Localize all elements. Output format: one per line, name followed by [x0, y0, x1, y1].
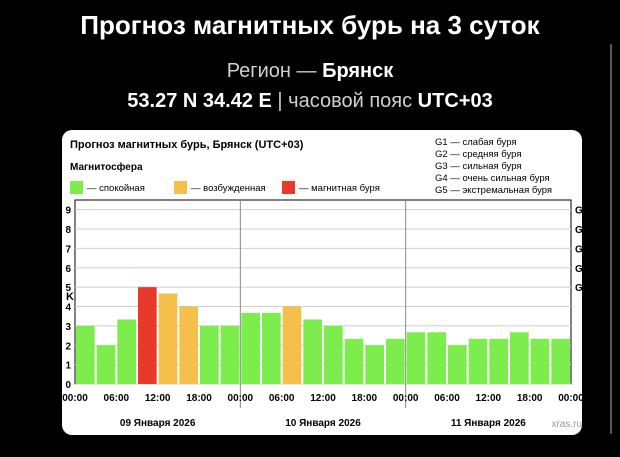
x-tick-label-1: 06:00 — [104, 393, 130, 404]
x-tick-label-6: 12:00 — [310, 393, 336, 404]
scrollbar[interactable] — [610, 44, 612, 434]
bar-22 — [530, 338, 550, 384]
storm-scale-item-1: G2 — средняя буря — [435, 149, 521, 160]
tz-label: часовой пояс — [288, 90, 413, 112]
y-tick-label-3: 3 — [65, 322, 71, 333]
bar-16 — [406, 332, 426, 384]
y-tick-label-1: 1 — [65, 361, 71, 372]
y-tick-label-7: 7 — [65, 244, 71, 255]
legend-title: Магнитосфера — [70, 161, 143, 173]
x-tick-label-12: 00:00 — [558, 393, 582, 404]
bar-6 — [200, 325, 219, 384]
y-tick-label-9: 9 — [65, 206, 71, 217]
x-tick-label-5: 06:00 — [269, 393, 295, 404]
x-tick-label-2: 12:00 — [145, 393, 171, 404]
g-tick-label-3: G4 — [575, 225, 582, 236]
bar-1 — [96, 345, 116, 384]
storm-scale-item-0: G1 — слабая буря — [435, 137, 517, 148]
bar-23 — [551, 338, 570, 384]
bar-7 — [220, 325, 240, 384]
g-tick-label-2: G3 — [575, 244, 582, 255]
storm-scale-item-2: G3 — сильная буря — [435, 161, 522, 172]
y-tick-label-8: 8 — [65, 225, 71, 236]
bar-8 — [241, 312, 260, 384]
bar-2 — [117, 319, 136, 384]
bar-18 — [448, 345, 467, 384]
legend-swatch-2 — [282, 181, 295, 194]
bar-10 — [282, 306, 302, 384]
region-label: Регион — — [226, 60, 317, 82]
x-tick-label-10: 12:00 — [476, 393, 502, 404]
coords-line: 53.27 N 34.42 E | часовой пояс UTC+03 — [0, 90, 620, 113]
x-tick-label-11: 18:00 — [517, 393, 543, 404]
region-name: Брянск — [322, 60, 394, 82]
bar-14 — [365, 345, 384, 384]
g-tick-label-0: G1 — [575, 283, 582, 294]
g-tick-label-1: G2 — [575, 264, 582, 275]
bar-12 — [324, 325, 343, 384]
page-title: Прогноз магнитных бурь на 3 суток — [80, 10, 540, 40]
day-label-2: 11 Января 2026 — [451, 418, 526, 429]
legend-swatch-0 — [70, 181, 83, 194]
bar-4 — [158, 293, 178, 384]
x-tick-label-0: 00:00 — [62, 393, 88, 404]
storm-scale-item-4: G5 — экстремальная буря — [435, 185, 552, 196]
bar-20 — [489, 338, 508, 384]
bar-15 — [386, 338, 405, 384]
bar-13 — [344, 338, 364, 384]
coordinates: 53.27 N 34.42 E — [127, 90, 272, 112]
x-tick-label-4: 00:00 — [228, 393, 254, 404]
chart-title: Прогноз магнитных бурь, Брянск (UTC+03) — [70, 139, 304, 151]
bar-9 — [262, 312, 281, 384]
bar-5 — [179, 306, 198, 384]
bar-11 — [303, 319, 322, 384]
bar-3 — [138, 287, 157, 384]
bar-17 — [427, 332, 446, 384]
kp-chart: Прогноз магнитных бурь, Брянск (UTC+03) … — [62, 130, 589, 435]
y-tick-label-5: 5 — [65, 283, 71, 294]
separator: | — [277, 90, 283, 112]
region-line: Регион — Брянск — [0, 60, 620, 83]
day-label-1: 10 Января 2026 — [285, 418, 361, 429]
legend-label-1: — возбужденная — [191, 183, 266, 194]
legend-swatch-1 — [174, 181, 187, 194]
x-tick-label-9: 06:00 — [434, 393, 460, 404]
g-tick-label-4: G5 — [575, 206, 582, 217]
x-tick-label-3: 18:00 — [186, 393, 212, 404]
day-label-0: 09 Января 2026 — [120, 418, 196, 429]
storm-scale-item-3: G4 — очень сильная буря — [435, 173, 550, 184]
plot-frame — [74, 199, 572, 385]
bar-0 — [76, 325, 95, 384]
y-tick-label-2: 2 — [65, 341, 71, 352]
plot-area: 0 1 2 3 4 5 6 7 8 9 G1 G2 G3 G4 G5 00:00 06:00 12:00 18:00… — [62, 199, 589, 429]
tz-value: UTC+03 — [417, 90, 493, 112]
y-tick-label-4: 4 — [65, 303, 71, 314]
kp-chart-svg: Прогноз магнитных бурь, Брянск (UTC+03) … — [62, 130, 589, 435]
legend-label-2: — магнитная буря — [299, 183, 380, 194]
bar-19 — [468, 338, 488, 384]
y-tick-label-6: 6 — [65, 264, 71, 275]
watermark: xras.ru — [551, 419, 582, 430]
legend-label-0: — спокойная — [87, 183, 145, 194]
legend: — спокойная — возбужденная — магнитная бур… — [70, 181, 380, 194]
bar-21 — [510, 332, 529, 384]
x-tick-label-7: 18:00 — [352, 393, 378, 404]
x-tick-label-8: 00:00 — [393, 393, 419, 404]
y-tick-label-0: 0 — [65, 380, 71, 391]
